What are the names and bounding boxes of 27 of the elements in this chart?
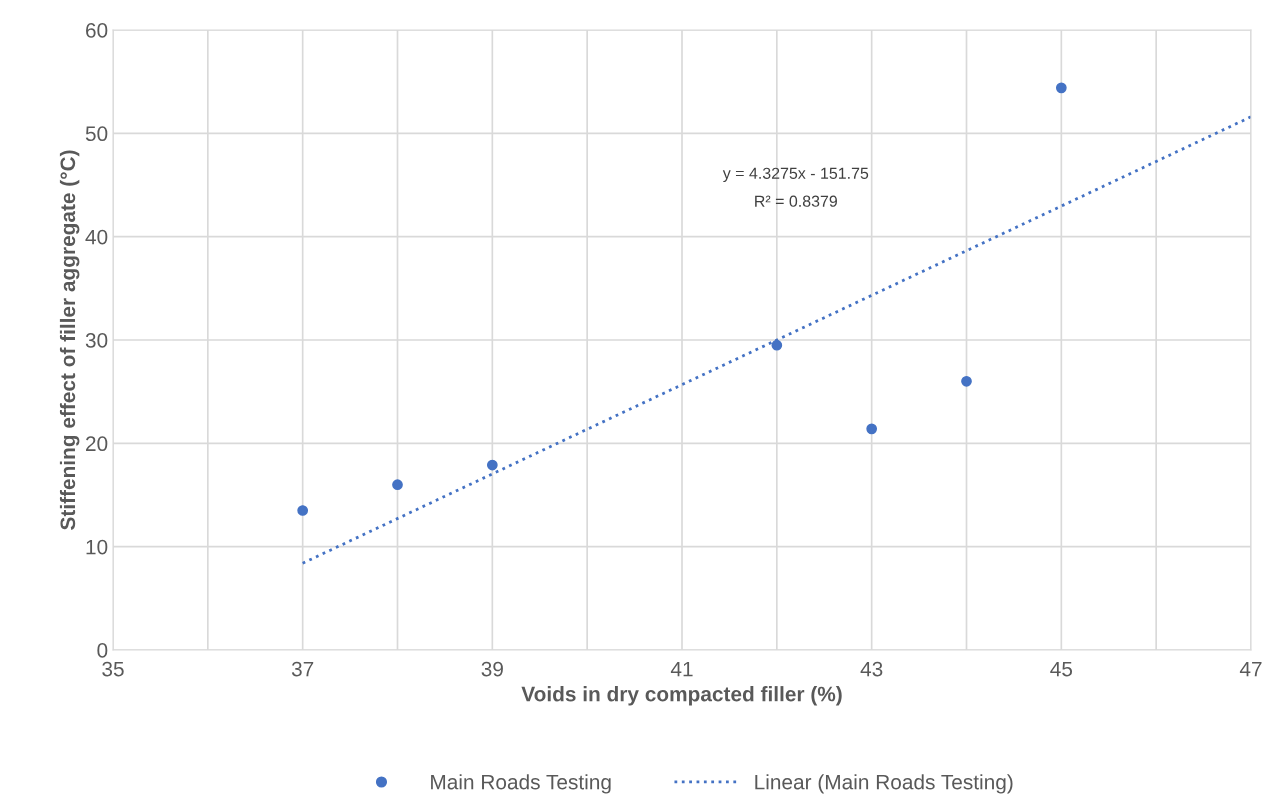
point bbox=[866, 423, 878, 435]
point bbox=[297, 505, 309, 516]
x-tick-label: 43 bbox=[860, 661, 883, 677]
x-tick-label: 47 bbox=[1239, 661, 1262, 677]
x-tick-label: 35 bbox=[102, 661, 124, 677]
x-tick-label: 45 bbox=[1050, 661, 1073, 677]
x-axis-title: Voids in dry compacted filler (%) bbox=[521, 686, 842, 706]
x-tick-label: 39 bbox=[481, 661, 503, 677]
annotation: y = 4.3275x - 151.75 bbox=[722, 167, 869, 183]
y-tick-label: 10 bbox=[86, 539, 108, 555]
y-tick-label: 50 bbox=[85, 126, 108, 142]
point bbox=[961, 375, 972, 387]
legend-label: Linear (Main Roads Testing) bbox=[755, 774, 1013, 794]
y-tick-label: 40 bbox=[85, 229, 108, 245]
x-tick-label: 37 bbox=[291, 661, 314, 677]
point bbox=[392, 479, 403, 491]
y-tick-label: 20 bbox=[86, 436, 108, 452]
y-axis-title: Stiffening effect of filler aggregate (°C) bbox=[59, 150, 80, 530]
annotation: R² = 0.8379 bbox=[755, 195, 837, 207]
y-tick-label: 30 bbox=[85, 333, 108, 348]
x-tick-label: 41 bbox=[670, 661, 693, 677]
point bbox=[771, 339, 783, 351]
y-tick-label: 60 bbox=[86, 23, 108, 38]
point bbox=[1055, 82, 1067, 94]
point bbox=[486, 459, 498, 471]
y-tick-label: 0 bbox=[97, 643, 108, 658]
legend-label: Main Roads Testing bbox=[431, 774, 611, 794]
